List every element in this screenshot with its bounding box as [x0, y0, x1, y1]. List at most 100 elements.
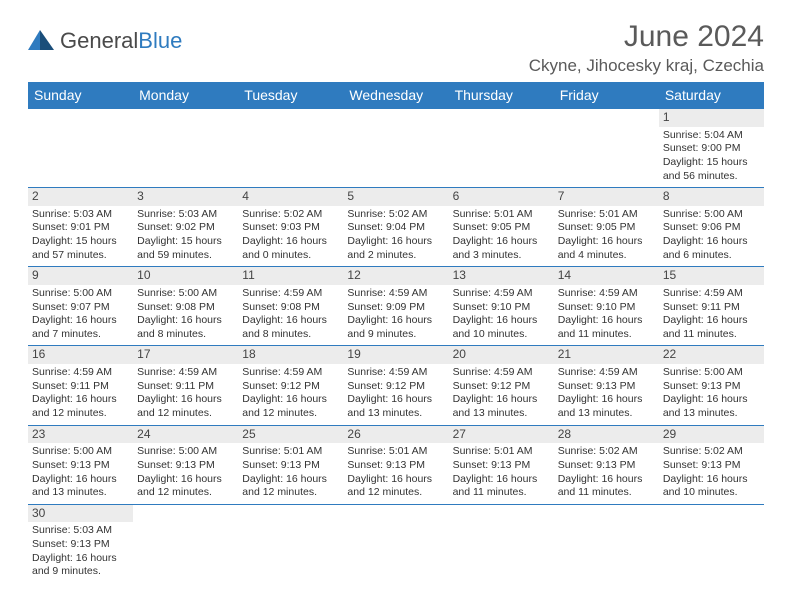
weekday-header: Saturday — [659, 82, 764, 109]
sunrise-text: Sunrise: 5:01 AM — [347, 445, 444, 459]
day-number: 19 — [343, 346, 448, 364]
calendar-row: 9Sunrise: 5:00 AMSunset: 9:07 PMDaylight… — [28, 267, 764, 346]
sunrise-text: Sunrise: 5:01 AM — [242, 445, 339, 459]
sunrise-text: Sunrise: 4:59 AM — [242, 287, 339, 301]
daylight-text: and 7 minutes. — [32, 328, 129, 342]
daylight-text: Daylight: 16 hours — [137, 473, 234, 487]
day-number: 1 — [659, 109, 764, 127]
logo-general: General — [60, 28, 138, 53]
sunrise-text: Sunrise: 4:59 AM — [663, 287, 760, 301]
weekday-header: Monday — [133, 82, 238, 109]
calendar-cell-empty — [554, 504, 659, 583]
daylight-text: and 13 minutes. — [32, 486, 129, 500]
daylight-text: Daylight: 16 hours — [347, 393, 444, 407]
calendar-cell: 26Sunrise: 5:01 AMSunset: 9:13 PMDayligh… — [343, 425, 448, 504]
sunset-text: Sunset: 9:08 PM — [137, 301, 234, 315]
sunset-text: Sunset: 9:02 PM — [137, 221, 234, 235]
daylight-text: Daylight: 15 hours — [137, 235, 234, 249]
calendar-cell-empty — [554, 109, 659, 188]
daylight-text: and 11 minutes. — [558, 328, 655, 342]
sunrise-text: Sunrise: 5:02 AM — [347, 208, 444, 222]
calendar-header-row: SundayMondayTuesdayWednesdayThursdayFrid… — [28, 82, 764, 109]
daylight-text: and 11 minutes. — [558, 486, 655, 500]
logo-text: GeneralBlue — [60, 30, 182, 52]
sunrise-text: Sunrise: 5:00 AM — [32, 287, 129, 301]
day-number: 16 — [28, 346, 133, 364]
calendar-cell: 29Sunrise: 5:02 AMSunset: 9:13 PMDayligh… — [659, 425, 764, 504]
weekday-header: Tuesday — [238, 82, 343, 109]
weekday-header: Friday — [554, 82, 659, 109]
calendar-cell: 9Sunrise: 5:00 AMSunset: 9:07 PMDaylight… — [28, 267, 133, 346]
day-number: 13 — [449, 267, 554, 285]
day-number: 12 — [343, 267, 448, 285]
calendar-cell: 8Sunrise: 5:00 AMSunset: 9:06 PMDaylight… — [659, 188, 764, 267]
sunrise-text: Sunrise: 5:01 AM — [453, 445, 550, 459]
daylight-text: Daylight: 16 hours — [558, 235, 655, 249]
calendar-cell: 1Sunrise: 5:04 AMSunset: 9:00 PMDaylight… — [659, 109, 764, 188]
header: GeneralBlue June 2024 Ckyne, Jihocesky k… — [28, 20, 764, 76]
sunset-text: Sunset: 9:03 PM — [242, 221, 339, 235]
daylight-text: and 12 minutes. — [137, 486, 234, 500]
day-number: 8 — [659, 188, 764, 206]
calendar-cell: 16Sunrise: 4:59 AMSunset: 9:11 PMDayligh… — [28, 346, 133, 425]
sunset-text: Sunset: 9:13 PM — [242, 459, 339, 473]
day-number: 7 — [554, 188, 659, 206]
calendar-cell: 25Sunrise: 5:01 AMSunset: 9:13 PMDayligh… — [238, 425, 343, 504]
logo: GeneralBlue — [28, 26, 182, 55]
logo-blue: Blue — [138, 28, 182, 53]
day-number: 20 — [449, 346, 554, 364]
calendar-cell: 19 Sunrise: 4:59 AMSunset: 9:12 PMDayligh… — [343, 346, 448, 425]
sunset-text: Sunset: 9:12 PM — [453, 380, 550, 394]
daylight-text: Daylight: 16 hours — [558, 473, 655, 487]
day-number: 22 — [659, 346, 764, 364]
daylight-text: and 10 minutes. — [663, 486, 760, 500]
daylight-text: Daylight: 16 hours — [347, 235, 444, 249]
sunset-text: Sunset: 9:06 PM — [663, 221, 760, 235]
calendar-row: 16Sunrise: 4:59 AMSunset: 9:11 PMDayligh… — [28, 346, 764, 425]
sunset-text: Sunset: 9:10 PM — [558, 301, 655, 315]
sunrise-text: Sunrise: 4:59 AM — [347, 366, 444, 380]
day-number: 3 — [133, 188, 238, 206]
daylight-text: Daylight: 15 hours — [32, 235, 129, 249]
calendar-cell-empty — [28, 109, 133, 188]
day-number: 27 — [449, 426, 554, 444]
sunrise-text: Sunrise: 5:03 AM — [137, 208, 234, 222]
day-number: 24 — [133, 426, 238, 444]
day-number: 29 — [659, 426, 764, 444]
sunset-text: Sunset: 9:05 PM — [453, 221, 550, 235]
daylight-text: Daylight: 16 hours — [453, 393, 550, 407]
sunrise-text: Sunrise: 5:02 AM — [663, 445, 760, 459]
sunrise-text: Sunrise: 5:01 AM — [453, 208, 550, 222]
sunset-text: Sunset: 9:12 PM — [347, 380, 444, 394]
day-number: 26 — [343, 426, 448, 444]
sunset-text: Sunset: 9:11 PM — [663, 301, 760, 315]
sunset-text: Sunset: 9:05 PM — [558, 221, 655, 235]
day-number: 10 — [133, 267, 238, 285]
calendar-row: 30Sunrise: 5:03 AMSunset: 9:13 PMDayligh… — [28, 504, 764, 583]
day-number: 25 — [238, 426, 343, 444]
sunset-text: Sunset: 9:13 PM — [453, 459, 550, 473]
daylight-text: Daylight: 16 hours — [453, 235, 550, 249]
calendar-cell-empty — [133, 504, 238, 583]
sunrise-text: Sunrise: 5:01 AM — [558, 208, 655, 222]
sunset-text: Sunset: 9:11 PM — [32, 380, 129, 394]
sunset-text: Sunset: 9:13 PM — [32, 538, 129, 552]
daylight-text: and 11 minutes. — [453, 486, 550, 500]
day-number: 23 — [28, 426, 133, 444]
day-number: 4 — [238, 188, 343, 206]
calendar-cell-empty — [133, 109, 238, 188]
daylight-text: Daylight: 16 hours — [32, 393, 129, 407]
sunrise-text: Sunrise: 5:00 AM — [137, 445, 234, 459]
sunset-text: Sunset: 9:13 PM — [558, 459, 655, 473]
sunset-text: Sunset: 9:13 PM — [347, 459, 444, 473]
sunrise-text: Sunrise: 5:04 AM — [663, 129, 760, 143]
daylight-text: Daylight: 16 hours — [137, 393, 234, 407]
daylight-text: Daylight: 16 hours — [137, 314, 234, 328]
day-number: 6 — [449, 188, 554, 206]
calendar-cell-empty — [238, 109, 343, 188]
daylight-text: Daylight: 16 hours — [347, 314, 444, 328]
calendar-row: 2Sunrise: 5:03 AMSunset: 9:01 PMDaylight… — [28, 188, 764, 267]
sunset-text: Sunset: 9:08 PM — [242, 301, 339, 315]
calendar-row: 1Sunrise: 5:04 AMSunset: 9:00 PMDaylight… — [28, 109, 764, 188]
weekday-header: Wednesday — [343, 82, 448, 109]
